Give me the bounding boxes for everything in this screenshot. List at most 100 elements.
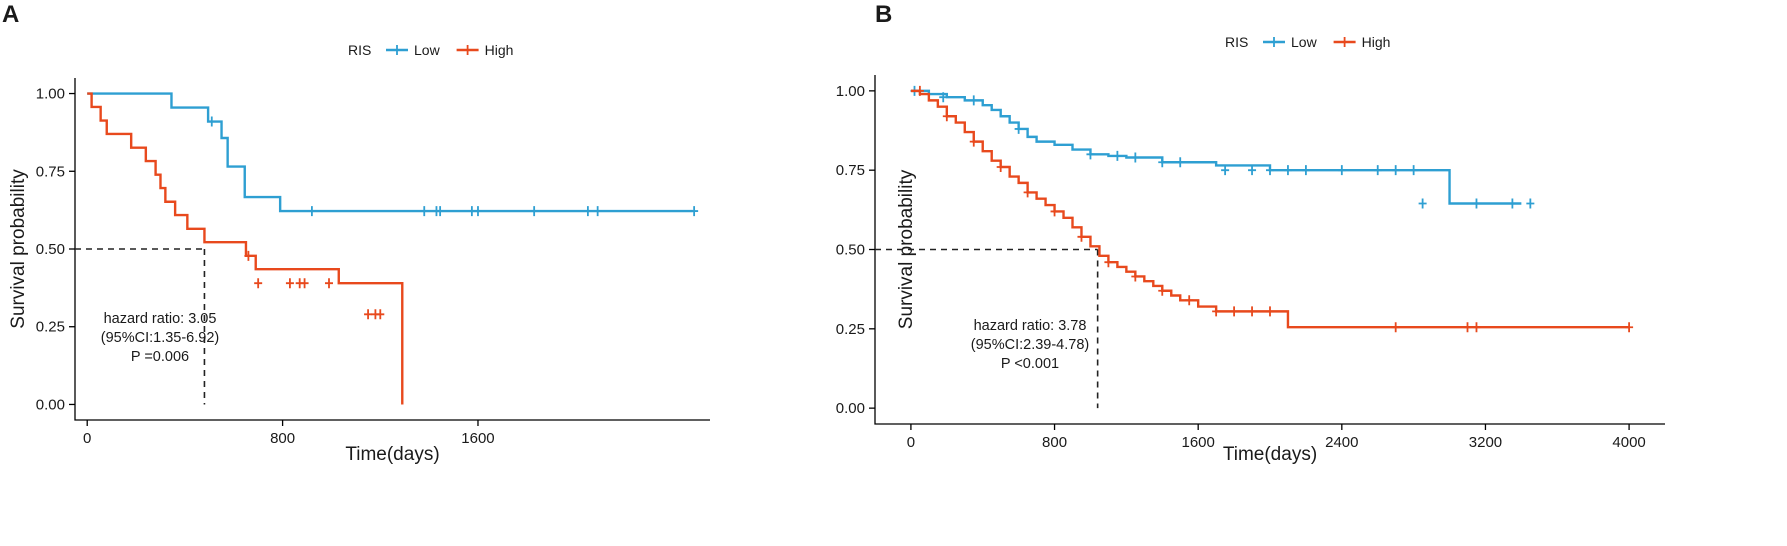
series-low xyxy=(910,85,1535,209)
censor-mark xyxy=(376,309,385,320)
censor-mark xyxy=(593,206,602,217)
y-tick-label: 0.50 xyxy=(836,242,865,259)
censor-mark xyxy=(996,162,1005,173)
censor-mark xyxy=(1418,198,1427,209)
legend-label-high: High xyxy=(1362,34,1391,50)
censor-mark xyxy=(1023,187,1032,198)
x-tick-label: 3200 xyxy=(1469,434,1502,451)
annotation-line: P =0.006 xyxy=(131,349,189,365)
censor-mark xyxy=(1104,257,1113,268)
censor-mark xyxy=(436,206,445,217)
censor-mark xyxy=(473,206,482,217)
censor-mark xyxy=(420,206,429,217)
censor-mark xyxy=(969,136,978,147)
censor-mark xyxy=(1212,306,1221,317)
series-high xyxy=(87,92,404,405)
censor-mark xyxy=(583,206,592,217)
censor-mark xyxy=(254,278,263,289)
axis-lines xyxy=(74,78,710,421)
censor-mark xyxy=(285,278,294,289)
y-tick-label: 0.25 xyxy=(836,321,865,338)
censor-mark xyxy=(1131,271,1140,282)
censor-mark xyxy=(1266,306,1274,317)
x-tick-label: 800 xyxy=(270,430,295,447)
x-tick-label: 4000 xyxy=(1612,434,1645,451)
censor-mark xyxy=(942,111,951,122)
legend-title: RIS xyxy=(1225,34,1248,50)
censor-mark xyxy=(1248,306,1257,317)
annotation-line: (95%CI:2.39-4.78) xyxy=(971,337,1089,353)
x-tick-label: 0 xyxy=(907,434,915,451)
censor-mark xyxy=(1176,157,1185,168)
km-curve-high xyxy=(910,89,1630,329)
censor-mark xyxy=(1185,295,1194,306)
series-high xyxy=(910,85,1634,333)
annotation-line: hazard ratio: 3.05 xyxy=(104,311,217,327)
censor-mark xyxy=(1086,149,1095,160)
censor-mark xyxy=(1463,322,1472,333)
censor-mark xyxy=(1526,198,1535,209)
y-tick-label: 1.00 xyxy=(36,86,65,103)
censor-mark xyxy=(244,250,253,261)
y-tick-label: 0.75 xyxy=(36,163,65,180)
km-panel-a: A RIS Low High 0.00 0.25 0.50 0.75 1.00 0 800 1600 S… xyxy=(2,1,710,465)
y-axis-title: Survival probability xyxy=(896,169,917,329)
censor-mark xyxy=(1283,165,1292,176)
y-tick-label: 0.00 xyxy=(36,396,65,413)
x-axis-title: Time(days) xyxy=(1223,444,1317,465)
panel-letter: B xyxy=(875,1,892,28)
y-tick-label: 0.50 xyxy=(36,241,65,258)
censor-mark xyxy=(207,116,216,127)
panel-letter: A xyxy=(2,1,19,28)
legend-title: RIS xyxy=(348,42,371,58)
censor-mark xyxy=(1337,165,1346,176)
censor-mark xyxy=(1301,165,1310,176)
hazard-ratio-annotation: hazard ratio: 3.78 (95%CI:2.39-4.78) P <0.… xyxy=(971,318,1089,372)
censor-mark xyxy=(1221,165,1230,176)
y-tick-label: 0.75 xyxy=(836,162,865,179)
censor-mark xyxy=(915,85,924,96)
y-tick-label: 0.25 xyxy=(36,319,65,336)
censor-mark xyxy=(1625,322,1634,333)
censor-mark xyxy=(1266,165,1274,176)
censor-mark xyxy=(1248,165,1257,176)
censor-mark xyxy=(1391,322,1400,333)
censor-mark xyxy=(1158,157,1167,168)
censor-mark xyxy=(1391,165,1400,176)
censor-mark xyxy=(939,92,948,103)
censor-mark xyxy=(1472,198,1481,209)
censor-mark xyxy=(1409,165,1418,176)
censor-mark xyxy=(1050,206,1059,217)
x-tick-label: 800 xyxy=(1042,434,1067,451)
annotation-line: (95%CI:1.35-6.92) xyxy=(101,330,219,346)
censor-mark xyxy=(690,206,699,217)
y-tick-label: 0.00 xyxy=(836,400,865,417)
series-low xyxy=(87,92,699,217)
censor-mark xyxy=(1472,322,1481,333)
censor-mark xyxy=(1131,152,1140,163)
censor-mark xyxy=(1508,198,1517,209)
legend-label-high: High xyxy=(485,42,514,58)
axis-lines xyxy=(874,75,1665,425)
censor-mark xyxy=(364,309,373,320)
km-curve-low xyxy=(87,92,693,213)
censor-mark xyxy=(969,95,978,106)
censor-mark xyxy=(530,206,539,217)
annotation-line: P <0.001 xyxy=(1001,356,1059,372)
censor-mark xyxy=(1077,231,1086,242)
censor-mark xyxy=(1113,150,1122,161)
censor-mark xyxy=(325,278,333,289)
x-tick-label: 0 xyxy=(83,430,91,447)
annotation-line: hazard ratio: 3.78 xyxy=(974,318,1087,334)
hazard-ratio-annotation: hazard ratio: 3.05 (95%CI:1.35-6.92) P =0.… xyxy=(101,311,219,365)
y-tick-label: 1.00 xyxy=(836,83,865,100)
x-tick-label: 1600 xyxy=(461,430,494,447)
y-axis-title: Survival probability xyxy=(8,169,29,329)
legend: RIS Low High xyxy=(1225,34,1390,50)
km-panel-b: B RIS Low High 0.00 0.25 0.50 0.75 1.00 0 800 1600 2… xyxy=(836,1,1665,465)
censor-mark xyxy=(300,278,309,289)
x-tick-label: 1600 xyxy=(1181,434,1214,451)
censor-mark xyxy=(1373,165,1382,176)
legend-label-low: Low xyxy=(414,42,441,58)
x-axis-title: Time(days) xyxy=(345,444,439,465)
